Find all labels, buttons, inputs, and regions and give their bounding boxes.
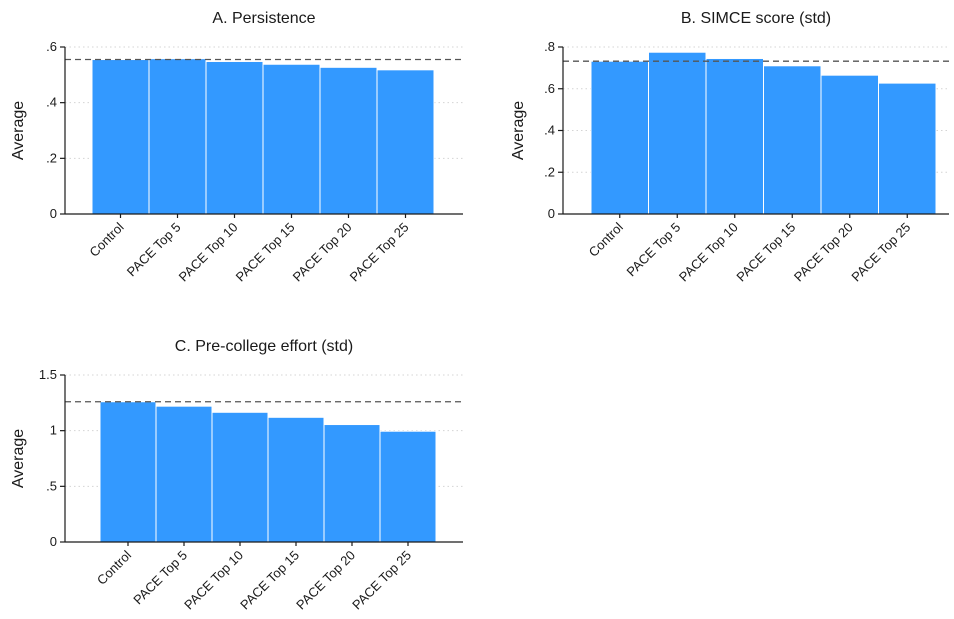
x-tick-label: PACE Top 20	[791, 220, 856, 285]
x-tick-label: Control	[586, 219, 626, 259]
x-tick-label: PACE Top 10	[181, 548, 246, 613]
x-tick-label: PACE Top 15	[233, 220, 298, 285]
x-tick-label: PACE Top 10	[676, 220, 741, 285]
chart-title: B. SIMCE score (std)	[681, 10, 831, 27]
y-tick-label: 1	[50, 423, 57, 438]
x-tick-label: PACE Top 15	[237, 548, 302, 613]
bar-control	[91, 59, 150, 215]
x-tick-label: PACE Top 5	[124, 220, 184, 280]
bar-pace-top-15	[763, 65, 822, 215]
x-tick-label: PACE Top 10	[176, 220, 241, 285]
y-tick-label: .2	[544, 164, 555, 179]
chart-title: A. Persistence	[212, 10, 315, 27]
y-tick-label: 0	[50, 534, 57, 549]
bar-pace-top-15	[267, 416, 325, 543]
y-tick-label: .8	[544, 39, 555, 54]
bar-pace-top-15	[262, 63, 321, 215]
x-tick-label: PACE Top 20	[290, 220, 355, 285]
bar-pace-top-5	[148, 58, 207, 215]
bar-pace-top-25	[379, 430, 437, 543]
y-axis-label: Average	[510, 101, 527, 160]
x-tick-label: PACE Top 5	[624, 220, 684, 280]
bar-control	[590, 60, 649, 215]
y-tick-label: .6	[46, 39, 57, 54]
x-tick-label: Control	[86, 219, 126, 259]
bar-pace-top-5	[155, 405, 213, 543]
y-axis-label: Average	[10, 101, 27, 160]
bar-pace-top-25	[376, 69, 435, 215]
y-tick-label: .2	[46, 150, 57, 165]
y-tick-label: .4	[544, 123, 555, 138]
bar-pace-top-5	[648, 51, 707, 215]
x-tick-label: PACE Top 20	[293, 548, 358, 613]
y-tick-label: .6	[544, 81, 555, 96]
y-axis-label: Average	[10, 429, 27, 488]
chart-title: C. Pre-college effort (std)	[175, 338, 353, 355]
bar-pace-top-10	[705, 57, 764, 215]
bar-pace-top-10	[211, 411, 269, 543]
y-tick-label: 1.5	[39, 367, 57, 382]
bar-pace-top-25	[878, 82, 937, 215]
x-tick-label: PACE Top 25	[848, 220, 913, 285]
y-tick-label: 0	[548, 206, 555, 221]
x-tick-label: PACE Top 15	[733, 220, 798, 285]
bar-pace-top-20	[820, 74, 879, 215]
bar-pace-top-10	[205, 60, 264, 215]
y-tick-label: .4	[46, 95, 57, 110]
x-tick-label: PACE Top 25	[349, 548, 414, 613]
bar-control	[99, 401, 157, 543]
x-tick-label: PACE Top 5	[130, 548, 190, 608]
x-tick-label: PACE Top 25	[347, 220, 412, 285]
y-tick-label: 0	[50, 206, 57, 221]
x-tick-label: Control	[94, 547, 134, 587]
bar-pace-top-20	[323, 424, 381, 543]
bar-pace-top-20	[319, 66, 378, 215]
y-tick-label: .5	[46, 478, 57, 493]
